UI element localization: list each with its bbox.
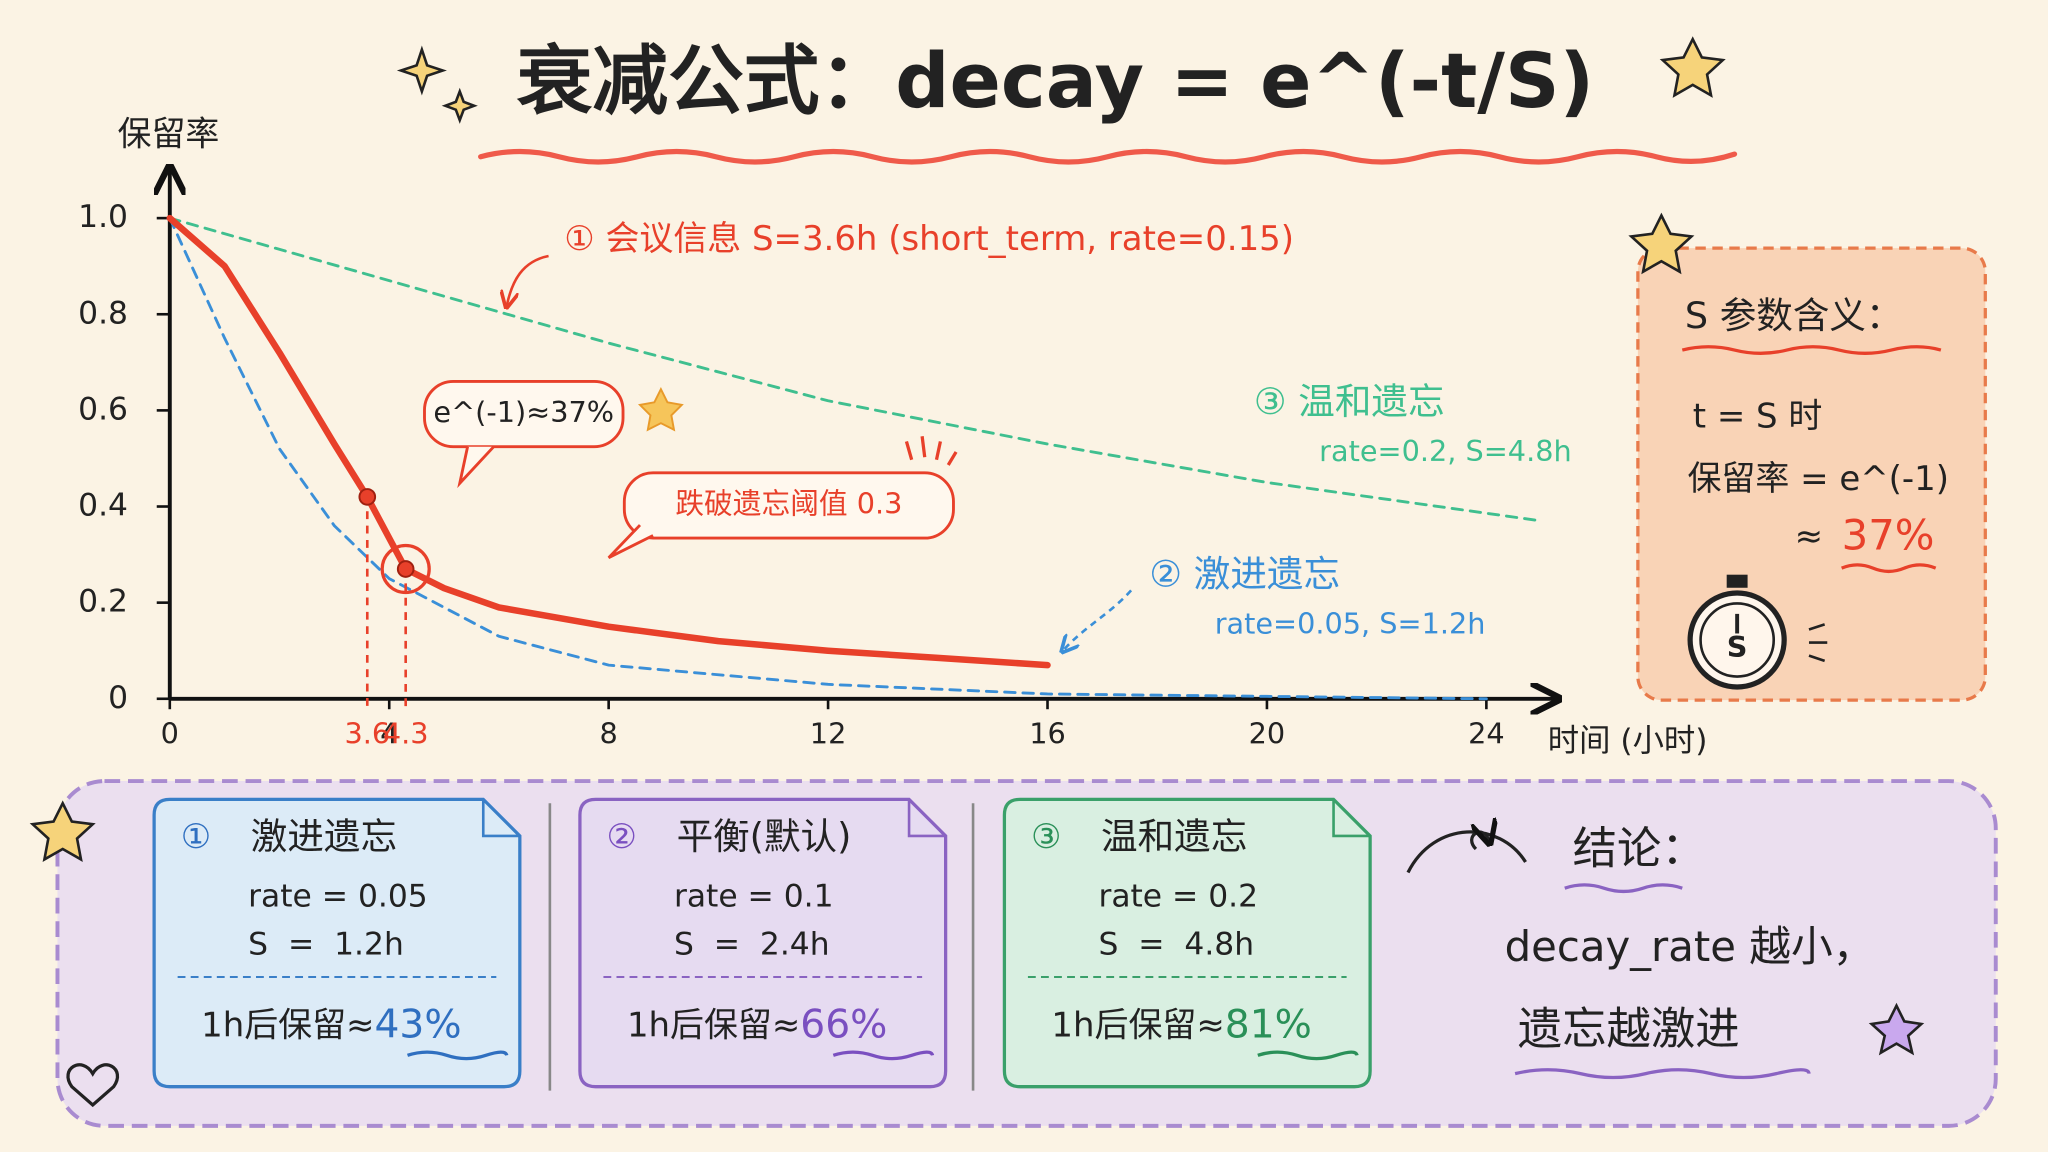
swirl-arrow [1406, 832, 1527, 874]
retain-label: 1h后保留≈ [1051, 1005, 1224, 1045]
conclusion-line: 遗忘越激进 [1518, 1004, 1740, 1055]
card-fold [907, 799, 946, 838]
series-label: ① 会议信息 S=3.6h (short_term, rate=0.15) [564, 219, 1294, 259]
card-title: 温和遗忘 [1101, 815, 1247, 858]
retain-underline [832, 1050, 935, 1061]
conclusion-underline [1514, 1068, 1811, 1080]
card-retain: 1h后保留≈66% [627, 1002, 887, 1047]
card-s: S = 1.2h [248, 927, 404, 963]
conclusion-underline [1564, 883, 1683, 894]
y-tick-label: 0.6 [78, 391, 128, 427]
card [1002, 797, 1372, 1089]
marker-x-label: 4.3 [383, 716, 429, 750]
title-underline [478, 148, 1738, 165]
side-line: 保留率 = e^(-1) [1688, 459, 1949, 499]
x-tick-label: 0 [161, 716, 179, 750]
star [29, 800, 96, 862]
marker-point [358, 488, 377, 506]
series-line [168, 216, 1488, 701]
conclusion-line: decay_rate 越小， [1505, 922, 1875, 971]
card-number: ② [606, 817, 636, 857]
side-value: 37% [1842, 511, 1935, 560]
card-rate: rate = 0.05 [248, 878, 428, 914]
y-tick-label: 0.8 [78, 295, 128, 331]
x-tick-label: 12 [810, 716, 847, 750]
note-text: e^(-1)≈37% [433, 395, 614, 429]
side-underline [1681, 345, 1942, 355]
star [1628, 212, 1695, 275]
card-s: S = 4.8h [1098, 927, 1254, 963]
sparkle [441, 87, 478, 124]
card-retain: 1h后保留≈43% [201, 1002, 461, 1047]
note-bubble [423, 379, 625, 449]
heart [66, 1063, 120, 1108]
x-tick-label: 16 [1029, 716, 1066, 750]
x-tick-label: 24 [1468, 716, 1505, 750]
retain-underline [406, 1050, 509, 1061]
y-tick-label: 0 [108, 680, 128, 716]
note-bubble [622, 471, 955, 540]
card-retain: 1h后保留≈81% [1051, 1002, 1311, 1047]
retain-value: 81% [1225, 1002, 1312, 1047]
conclusion-title: 结论： [1573, 824, 1706, 875]
card-fold [481, 799, 520, 838]
side-approx: ≈ [1795, 517, 1823, 557]
card-number: ① [181, 817, 211, 857]
marker-ring [380, 543, 431, 595]
card-number: ③ [1031, 817, 1061, 857]
x-tick-label: 20 [1249, 716, 1286, 750]
y-tick-label: 0.4 [78, 488, 128, 524]
retain-label: 1h后保留≈ [627, 1005, 800, 1045]
series-line [166, 214, 1051, 669]
side-line: t = S 时 [1693, 396, 1823, 436]
emphasis-marks [904, 436, 958, 466]
marker-x-label: 3.6 [344, 716, 390, 750]
note-tip [607, 524, 654, 559]
card-title: 激进遗忘 [251, 815, 397, 858]
series-sublabel: rate=0.2, S=4.8h [1319, 434, 1572, 468]
x-tick-label: 4 [380, 716, 398, 750]
series-line [168, 216, 1543, 523]
y-axis-label: 保留率 [118, 114, 220, 154]
card-fold [1332, 799, 1371, 838]
retain-value: 43% [375, 1002, 462, 1047]
card-title: 平衡(默认) [677, 815, 852, 858]
side-value-underline [1841, 563, 1937, 574]
title: 衰减公式：decay = e^(-t/S) [517, 37, 1595, 125]
y-tick-label: 1.0 [78, 199, 128, 235]
svg-text:S: S [1727, 630, 1748, 664]
marker-point [396, 560, 415, 578]
retain-underline [1257, 1050, 1359, 1061]
note-text: 跌破遗忘阈值 0.3 [675, 486, 902, 520]
card [578, 797, 948, 1089]
label-arrow [507, 254, 549, 306]
series-label: ③ 温和遗忘 [1254, 380, 1445, 423]
series-label: ② 激进遗忘 [1149, 553, 1340, 596]
star [1659, 36, 1726, 98]
series-sublabel: rate=0.05, S=1.2h [1215, 607, 1486, 641]
x-tick-label: 8 [600, 716, 618, 750]
side-box [1636, 246, 1987, 702]
card-rate: rate = 0.1 [674, 878, 834, 914]
side-title: S 参数含义： [1685, 294, 1903, 337]
sparkle [396, 45, 447, 96]
star [637, 387, 684, 432]
x-axis-label: 时间 (小时) [1548, 723, 1708, 759]
y-tick-label: 0.2 [78, 584, 128, 620]
retain-label: 1h后保留≈ [201, 1005, 374, 1045]
note-tip [457, 445, 495, 489]
card-rate: rate = 0.2 [1098, 878, 1258, 914]
star [1868, 1002, 1925, 1056]
card-s: S = 2.4h [674, 927, 830, 963]
retain-value: 66% [800, 1002, 887, 1047]
stopwatch-icon: S [1687, 574, 1828, 690]
card [152, 797, 522, 1089]
